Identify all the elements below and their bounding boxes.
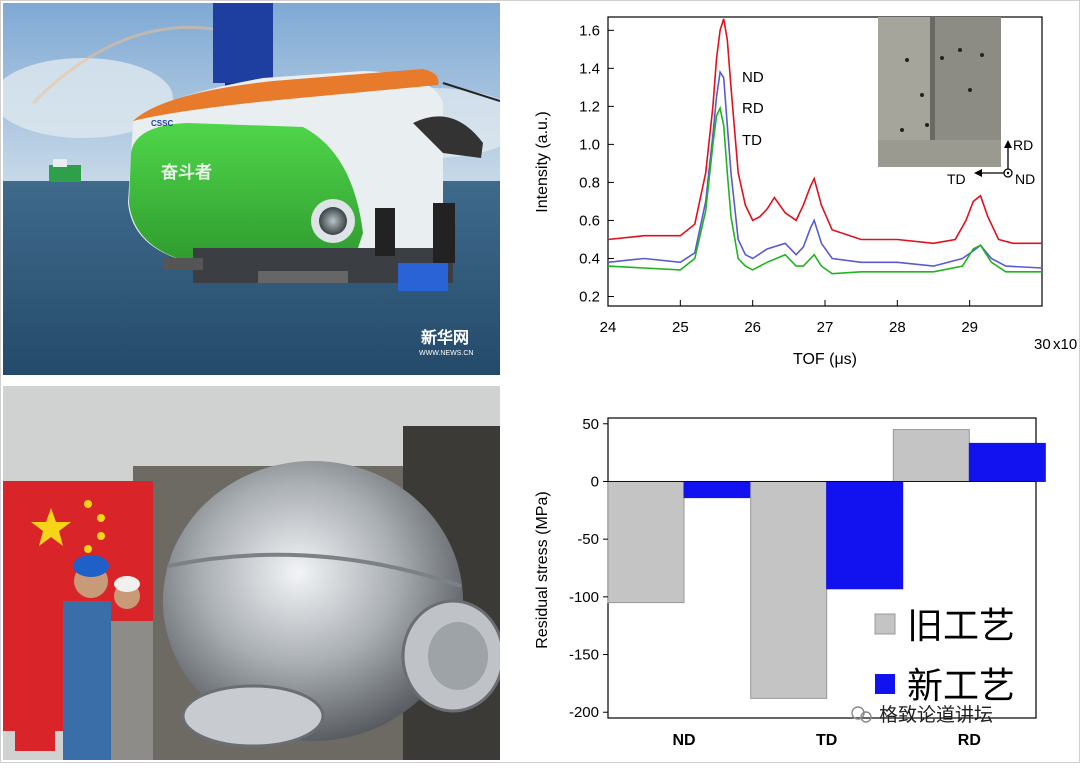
submersible-illustration: 奋斗者 CSSC 新华网 WWW.NEWS.CN — [3, 3, 500, 375]
titanium-sphere — [163, 461, 463, 741]
tof-intensity-chart: 24 25 26 27 28 29 30 0.2 0.4 0.6 0.8 1.0 1.2 1.4 1.6 R… — [502, 0, 1080, 380]
weld-sample-inset — [878, 17, 1001, 167]
submersible-photo: 奋斗者 CSSC 新华网 WWW.NEWS.CN — [3, 3, 500, 375]
tof-x-tick-label: 29 — [961, 319, 978, 336]
stress-bar-td-new — [826, 480, 904, 590]
inset-label-rd: RD — [1013, 137, 1033, 153]
tof-y-tick-label: 0.6 — [579, 212, 600, 229]
hard-hat-white-icon — [114, 576, 140, 592]
pressure-sphere-photo — [3, 386, 500, 760]
legend-swatch-old — [874, 613, 896, 635]
legend-label-old: 旧工艺 — [907, 606, 1015, 647]
inset-label-nd: ND — [1015, 171, 1035, 187]
stress-y-tick-label: 0 — [591, 473, 599, 490]
tof-x-axis-label: TOF (μs) — [793, 351, 857, 368]
orientation-axes: RD TD ND — [947, 137, 1035, 187]
xinhua-watermark: 新华网 — [421, 328, 469, 347]
tof-x-tick-label: 26 — [744, 319, 761, 336]
tof-y-tick-label: 1.4 — [579, 60, 600, 77]
series-label-rd: RD — [742, 100, 764, 117]
tof-y-tick-label: 0.4 — [579, 250, 600, 267]
stress-y-tick-label: -50 — [577, 531, 599, 548]
stress-x-tick-label: RD — [958, 732, 981, 749]
tof-y-tick-label: 0.8 — [579, 174, 600, 191]
tof-y-tick-label: 1.2 — [579, 98, 600, 115]
legend-label-new: 新工艺 — [907, 666, 1015, 707]
worker-1 — [63, 601, 111, 760]
tof-x-tick-label: 25 — [672, 319, 689, 336]
tof-y-tick-label: 1.0 — [579, 136, 600, 153]
stress-y-tick-label: -200 — [569, 704, 599, 721]
tof-x-tick-label: 30 — [1034, 336, 1051, 353]
legend-swatch-new — [875, 674, 895, 694]
viewport-icon — [319, 207, 347, 235]
tof-x-tick-label: 28 — [889, 319, 906, 336]
tof-chart-svg: 24 25 26 27 28 29 30 0.2 0.4 0.6 0.8 1.0 1.2 1.4 1.6 R… — [534, 16, 1080, 368]
inset-label-td: TD — [947, 171, 966, 187]
series-label-nd: ND — [742, 69, 764, 86]
stress-y-axis-label: Residual stress (MPa) — [534, 491, 551, 648]
stress-y-tick-label: -150 — [569, 647, 599, 664]
stress-bar-rd-new — [968, 442, 1046, 482]
tof-y-tick-label: 1.6 — [579, 22, 600, 39]
hull-name-text: 奋斗者 — [160, 162, 212, 183]
stress-bar-nd-old — [607, 480, 685, 604]
stress-legend: 旧工艺 新工艺 — [874, 606, 1015, 707]
tof-series-line-rd — [607, 69, 1043, 269]
residual-stress-chart: 50 0 -50 -100 -150 -200 ND TD RD 旧工艺 新工艺 Residua… — [502, 382, 1078, 763]
wechat-watermark: 格致论道讲坛 — [851, 704, 993, 726]
tof-y-axis-label: Intensity (a.u.) — [534, 111, 551, 212]
tof-series-line-td — [607, 105, 1042, 275]
hull-brand-text: CSSC — [151, 119, 173, 128]
stress-x-tick-label: TD — [816, 732, 837, 749]
worker-2 — [111, 621, 153, 760]
tof-y-tick-label: 0.2 — [579, 288, 600, 305]
tof-x-tick-label: 24 — [600, 319, 617, 336]
xinhua-url-watermark: WWW.NEWS.CN — [419, 350, 473, 357]
pressure-sphere-illustration — [3, 386, 500, 760]
tof-x-multiplier: x103 — [1053, 333, 1078, 353]
stress-y-tick-label: 50 — [582, 416, 599, 433]
stress-ticks-layer: 50 0 -50 -100 -150 -200 ND TD RD — [569, 416, 1036, 749]
stress-bar-rd-old — [892, 429, 970, 482]
stress-y-tick-label: -100 — [569, 589, 599, 606]
stress-x-tick-label: ND — [672, 732, 695, 749]
stress-chart-svg: 50 0 -50 -100 -150 -200 ND TD RD 旧工艺 新工艺 Residua… — [534, 416, 1046, 749]
stress-bar-nd-new — [683, 480, 761, 499]
stress-bar-td-old — [750, 480, 828, 699]
tof-ticks-layer: 24 25 26 27 28 29 30 0.2 0.4 0.6 0.8 1.0 1.2 1.4 1.6 — [579, 22, 1051, 353]
hard-hat-blue-icon — [73, 555, 109, 577]
tof-x-tick-label: 27 — [817, 319, 834, 336]
watermark-text: 格致论道讲坛 — [879, 704, 993, 726]
flag-star-icon — [31, 508, 71, 546]
tof-series-layer — [607, 18, 1043, 275]
tof-series-line-nd — [607, 18, 1042, 245]
series-label-td: TD — [742, 132, 762, 149]
